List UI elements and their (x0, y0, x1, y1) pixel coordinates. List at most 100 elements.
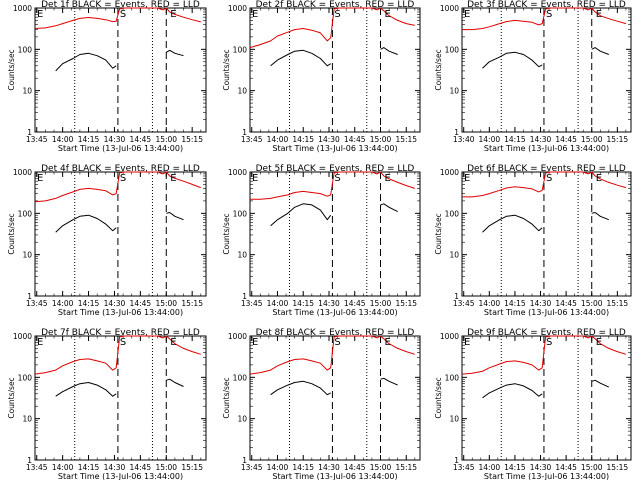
left-edge-marker: E (37, 173, 43, 184)
x-axis-label: Start Time (13-Jul-06 13:44:00) (484, 472, 609, 480)
x-tick-label: 14:15 (292, 135, 314, 144)
panel-title: Det 8f BLACK = Events, RED = LLD (256, 328, 415, 338)
y-tick-label: 10 (237, 87, 247, 96)
lld-rate-line (249, 7, 415, 49)
left-edge-marker: E (252, 337, 258, 348)
x-tick-label: 14:30 (104, 463, 126, 472)
y-tick-label: 10 (449, 251, 459, 260)
y-tick-label: 1000 (228, 332, 247, 341)
end-marker: E (596, 9, 602, 20)
x-axis-label: Start Time (13-Jul-06 13:44:00) (272, 144, 397, 153)
y-tick-label: 10 (22, 87, 32, 96)
x-tick-label: 14:00 (52, 135, 74, 144)
lld-rate-line (462, 7, 627, 31)
x-axis-label: Start Time (13-Jul-06 13:44:00) (272, 472, 397, 480)
y-tick-label: 1000 (13, 332, 32, 341)
end-marker: E (596, 337, 602, 348)
x-tick-label: 15:15 (395, 463, 417, 472)
lld-rate-line (249, 335, 415, 375)
y-axis-label: Counts/sec (7, 49, 16, 90)
x-tick-label: 13:45 (26, 135, 48, 144)
y-tick-label: 1000 (440, 332, 459, 341)
x-tick-label: 14:45 (344, 463, 366, 472)
x-tick-label: 14:45 (344, 299, 366, 308)
x-tick-label: 14:45 (130, 299, 152, 308)
y-tick-label: 100 (18, 45, 33, 54)
x-tick-label: 14:00 (52, 299, 74, 308)
y-tick-label: 10 (237, 251, 247, 260)
event-rate-line (270, 203, 398, 227)
x-tick-label: 14:45 (555, 463, 577, 472)
x-tick-label: 15:00 (370, 299, 392, 308)
x-axis-label: Start Time (13-Jul-06 13:44:00) (484, 144, 609, 153)
x-tick-label: 15:15 (181, 299, 203, 308)
lld-rate-line (250, 171, 415, 200)
x-tick-label: 15:00 (155, 299, 177, 308)
x-tick-label: 14:15 (78, 463, 100, 472)
left-edge-marker: E (464, 9, 470, 20)
x-tick-label: 15:15 (607, 463, 629, 472)
x-tick-label: 15:15 (607, 299, 629, 308)
event-rate-line (482, 379, 610, 399)
panel-det-4: Det 4f BLACK = Events, RED = LLD 1 10 100 10… (7, 164, 207, 317)
event-rate-line (482, 47, 609, 69)
end-marker: E (170, 173, 176, 184)
x-tick-label: 15:15 (395, 135, 417, 144)
y-tick-label: 10 (22, 251, 32, 260)
y-axis-label: Counts/sec (222, 49, 231, 90)
y-tick-label: 100 (18, 373, 33, 382)
plot-frame (34, 7, 207, 133)
y-tick-label: 1000 (13, 4, 32, 13)
y-axis-label: Counts/sec (434, 49, 443, 90)
plot-frame (249, 7, 421, 133)
plot-frame (34, 335, 207, 461)
x-tick-label: 14:00 (267, 299, 289, 308)
y-tick-label: 1 (242, 456, 247, 465)
lld-rate-line (462, 171, 627, 198)
x-tick-label: 14:45 (130, 463, 152, 472)
panel-det-7: Det 7f BLACK = Events, RED = LLD 1 10 100 10… (7, 328, 207, 480)
x-tick-label: 14:00 (267, 135, 289, 144)
y-tick-label: 100 (233, 373, 248, 382)
plot-frame (34, 171, 207, 297)
y-axis-label: Counts/sec (222, 377, 231, 418)
x-axis-label: Start Time (13-Jul-06 13:44:00) (58, 308, 183, 317)
x-tick-label: 15:00 (155, 135, 177, 144)
x-axis-label: Start Time (13-Jul-06 13:44:00) (484, 308, 609, 317)
panel-det-8: Det 8f BLACK = Events, RED = LLD 1 10 100 10… (222, 328, 421, 480)
left-edge-marker: E (37, 9, 43, 20)
start-marker: S (546, 173, 552, 184)
x-tick-label: 15:00 (155, 463, 177, 472)
start-marker: S (546, 9, 552, 20)
x-tick-label: 14:15 (78, 135, 100, 144)
event-rate-line (55, 49, 184, 72)
x-tick-label: 14:15 (292, 463, 314, 472)
end-marker: E (385, 337, 391, 348)
y-tick-label: 1000 (13, 168, 32, 177)
y-tick-label: 10 (449, 415, 459, 424)
event-rate-line (270, 47, 398, 67)
panel-title: Det 7f BLACK = Events, RED = LLD (41, 328, 200, 338)
x-tick-label: 14:15 (292, 299, 314, 308)
panel-det-1: Det 1f BLACK = Events, RED = LLD 1 10 100 10… (7, 0, 207, 153)
end-marker: E (385, 173, 391, 184)
plot-frame (461, 7, 632, 133)
x-tick-label: 14:00 (479, 135, 501, 144)
panel-title: Det 3f BLACK = Events, RED = LLD (467, 0, 626, 10)
y-axis-label: Counts/sec (434, 377, 443, 418)
panel-det-6: Det 6f BLACK = Events, RED = LLD 1 10 100 10… (434, 164, 632, 317)
x-tick-label: 13:45 (241, 463, 263, 472)
x-tick-label: 15:15 (181, 135, 203, 144)
x-tick-label: 14:45 (130, 135, 152, 144)
y-tick-label: 100 (445, 373, 460, 382)
lld-rate-line (34, 335, 201, 375)
event-rate-line (482, 212, 609, 233)
y-tick-label: 10 (449, 87, 459, 96)
y-tick-label: 100 (18, 209, 33, 218)
y-axis-label: Counts/sec (222, 213, 231, 254)
y-axis-label: Counts/sec (434, 213, 443, 254)
x-tick-label: 13:45 (453, 299, 475, 308)
y-tick-label: 1 (242, 128, 247, 137)
y-tick-label: 1 (454, 292, 459, 301)
